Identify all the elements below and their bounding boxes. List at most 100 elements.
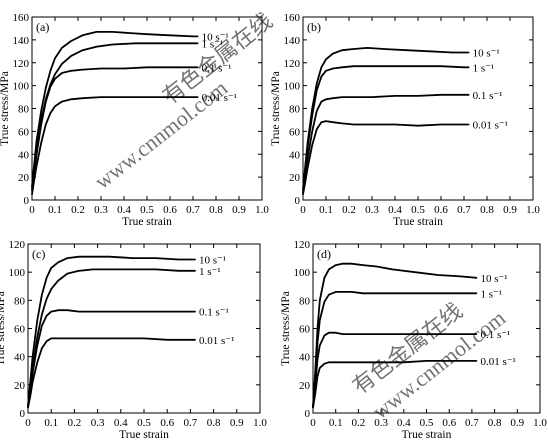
panel-a-y-axis-title: True stress/MPa	[0, 71, 11, 146]
panel-a-x-axis-title: True strain	[122, 216, 172, 228]
panel-a-ytick-label: 120	[13, 58, 30, 70]
panel-c-xtick-label: 1.0	[253, 417, 267, 429]
panel-a-xtick-label: 0.4	[117, 204, 131, 216]
panel-a-xtick-label: 0.9	[232, 204, 246, 216]
panel-d-xtick-label: 0.6	[442, 417, 456, 429]
panel-c-ytick-label: 20	[14, 380, 26, 392]
panel-b-xtick-label: 0.4	[388, 204, 402, 216]
panel-c-xtick-label: 0.9	[230, 417, 244, 429]
panel-c-xtick-label: 0.3	[91, 417, 105, 429]
panel-d-curve-1	[312, 290, 478, 409]
panel-b: 0 0.1 0.2 0.3 0.4 0.5 0.6 0.7 0.8 0.9 1.0 0 20 40 60 80…	[270, 12, 540, 228]
panel-a-xtick-label: 0.1	[48, 204, 62, 216]
panel-d-xtick-label: 0.9	[510, 417, 524, 429]
panel-a-xtick-label: 0	[29, 204, 35, 216]
panel-b-ytick-label: 0	[295, 195, 301, 207]
panel-b-xtick-label: 0.3	[365, 204, 379, 216]
panel-d-curve-10	[312, 262, 478, 407]
panel-d-series-label-0p01: 0.01 s⁻¹	[480, 356, 515, 368]
panel-a-label: (a)	[36, 20, 49, 34]
panel-d-xtick-label: 0.2	[352, 417, 366, 429]
panel-d-xtick-label: 0.3	[374, 417, 388, 429]
panel-a-xtick-label: 0.6	[163, 204, 177, 216]
panel-b-curve-0p01	[302, 120, 470, 196]
panel-b-ytick-label: 120	[284, 58, 301, 70]
panel-c-xtick-label: 0.2	[68, 417, 82, 429]
panel-d-ytick-label: 120	[294, 239, 311, 251]
panel-b-series-label-10: 10 s⁻¹	[473, 47, 500, 59]
panel-c-x-axis-title: True strain	[119, 429, 169, 441]
panel-d-xtick-label: 1.0	[533, 417, 547, 429]
panel-d-xtick-label: 0.5	[420, 417, 434, 429]
panel-a-ytick-label: 100	[13, 81, 30, 93]
panel-d-series-label-10: 10 s⁻¹	[480, 273, 507, 285]
panel-a-series-label-0p1: 0.1 s⁻¹	[202, 62, 232, 74]
panel-d-xtick-label: 0.1	[329, 417, 343, 429]
panel-c-curve-10	[27, 255, 196, 407]
panel-d-ytick-label: 60	[299, 324, 311, 336]
panel-c-curve-1	[27, 268, 196, 407]
panel-b-xtick-label: 0.6	[434, 204, 448, 216]
panel-a-curve-0p1	[31, 66, 199, 192]
panel-d-ytick-label: 20	[299, 380, 311, 392]
panel-b-curve-0p1	[302, 93, 470, 195]
panel-c-label: (c)	[32, 247, 45, 261]
panel-b-xtick-label: 0.9	[503, 204, 517, 216]
panel-b-plot-frame	[302, 16, 534, 201]
panel-a-ytick-label: 160	[13, 12, 30, 24]
panel-b-curve-1	[302, 65, 470, 192]
panel-b-ytick-label: 40	[289, 149, 301, 161]
panel-b-series-label-1: 1 s⁻¹	[473, 62, 495, 74]
panel-d-x-axis-title: True strain	[402, 429, 452, 441]
panel-b-label: (b)	[307, 20, 321, 34]
panel-c-ytick-label: 40	[14, 352, 26, 364]
panel-d-ytick-label: 100	[294, 267, 311, 279]
panel-a-xtick-label: 1.0	[255, 204, 269, 216]
panel-c-xtick-label: 0	[25, 417, 31, 429]
panel-d-ytick-label: 40	[299, 352, 311, 364]
panel-a-curve-0p01	[31, 96, 199, 196]
panel-b-curve-10	[302, 47, 470, 190]
panel-c-xtick-label: 0.4	[114, 417, 128, 429]
panel-c-series-label-1: 1 s⁻¹	[199, 266, 221, 278]
panel-d-xtick-label: 0.4	[397, 417, 411, 429]
panel-a-ytick-label: 60	[18, 126, 30, 138]
panel-b-y-axis-title: True stress/MPa	[270, 71, 282, 146]
panel-b-ytick-label: 80	[289, 104, 301, 116]
panel-grid: 0 0.1 0.2 0.3 0.4 0.5 0.6 0.7 0.8 0.9 1.0 0 20 40 60 80…	[0, 12, 547, 441]
panel-a-xtick-label: 0.8	[209, 204, 223, 216]
panel-c-ytick-label: 120	[9, 239, 26, 251]
panel-b-ytick-label: 160	[284, 12, 301, 24]
panel-c-series-label-0p1: 0.1 s⁻¹	[199, 307, 229, 319]
panel-c-xtick-label: 0.5	[137, 417, 151, 429]
panel-d-xtick-label: 0.8	[488, 417, 502, 429]
panel-c-series-label-0p01: 0.01 s⁻¹	[199, 335, 234, 347]
panel-a-xtick-label: 0.2	[71, 204, 85, 216]
panel-b-xtick-label: 0.7	[457, 204, 471, 216]
panel-b-xtick-label: 0.2	[342, 204, 356, 216]
panel-b-series-label-0p1: 0.1 s⁻¹	[473, 90, 503, 102]
panel-a-ytick-label: 40	[18, 149, 30, 161]
panel-c-ytick-label: 80	[14, 295, 26, 307]
panel-b-xtick-label: 1.0	[526, 204, 540, 216]
panel-c-series-label-10: 10 s⁻¹	[199, 254, 226, 266]
panel-c-ytick-label: 60	[14, 324, 26, 336]
panel-b-xtick-label: 0.1	[319, 204, 333, 216]
panel-c-xtick-label: 0.7	[184, 417, 198, 429]
panel-c-xtick-label: 0.1	[44, 417, 58, 429]
panel-b-xtick-label: 0	[300, 204, 306, 216]
panel-a-ytick-label: 0	[24, 195, 30, 207]
panel-a: 0 0.1 0.2 0.3 0.4 0.5 0.6 0.7 0.8 0.9 1.0 0 20 40 60 80…	[0, 12, 269, 228]
panel-b-xtick-label: 0.8	[480, 204, 494, 216]
panel-a-series-label-10: 10 s⁻¹	[202, 31, 229, 43]
panel-a-ytick-label: 80	[18, 104, 30, 116]
panel-d-xtick-label: 0.7	[465, 417, 479, 429]
panel-b-ytick-label: 20	[289, 172, 301, 184]
panel-c-xtick-label: 0.8	[207, 417, 221, 429]
panel-d-xtick-label: 0	[310, 417, 316, 429]
panel-a-series-label-0p01: 0.01 s⁻¹	[202, 92, 237, 104]
panel-d: 0 0.1 0.2 0.3 0.4 0.5 0.6 0.7 0.8 0.9 1.0 0 20 40 60 80…	[280, 239, 547, 441]
panel-b-xtick-label: 0.5	[411, 204, 425, 216]
panel-a-curve-10	[31, 30, 199, 188]
